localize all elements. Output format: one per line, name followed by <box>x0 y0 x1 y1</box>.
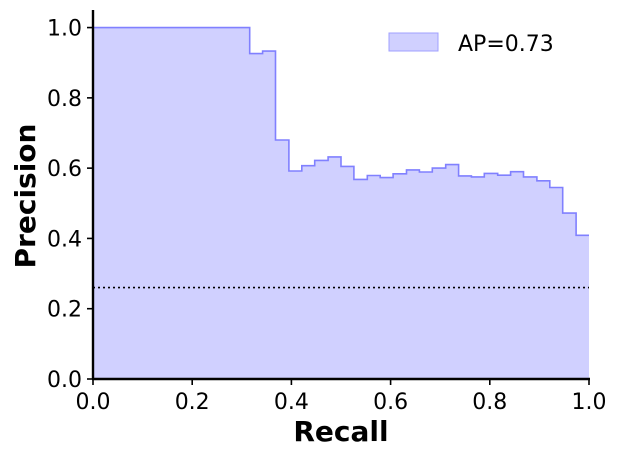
x-tick-label: 0.6 <box>373 390 408 415</box>
pr-area-fill <box>93 27 589 379</box>
x-tick-label: 1.0 <box>572 390 607 415</box>
legend: AP=0.73 <box>388 32 554 57</box>
pr-step-line <box>93 26 589 237</box>
x-tick-label: 0.0 <box>76 390 111 415</box>
x-tick-label: 0.8 <box>472 390 507 415</box>
legend-label: AP=0.73 <box>458 32 554 57</box>
y-tick-label: 0.0 <box>47 368 82 393</box>
plot-area <box>93 26 589 379</box>
y-tick-label: 1.0 <box>47 17 82 42</box>
x-axis-title: Recall <box>293 415 388 448</box>
legend-swatch <box>388 32 439 52</box>
ticks: 0.0 0.2 0.4 0.6 0.8 1.0 0.0 0.2 0.4 0.6 0.8 1.0 <box>47 17 607 415</box>
x-tick-label: 0.4 <box>274 390 309 415</box>
y-tick-label: 0.4 <box>47 227 82 252</box>
y-tick-label: 0.8 <box>47 87 82 112</box>
y-axis-title: Precision <box>9 124 42 269</box>
y-tick-label: 0.2 <box>47 298 82 323</box>
axes <box>91 10 590 381</box>
y-tick-label: 0.6 <box>47 157 82 182</box>
x-tick-label: 0.2 <box>175 390 210 415</box>
